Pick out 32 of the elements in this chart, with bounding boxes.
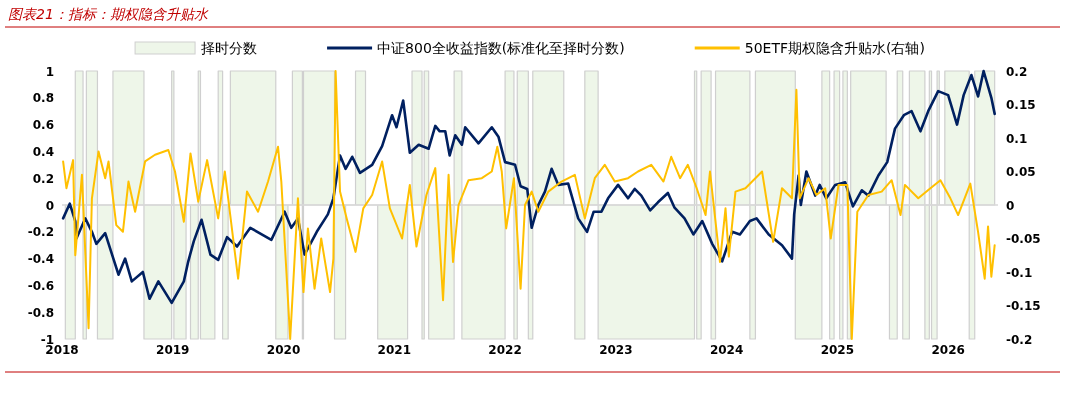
y-tick-label: 0.8 <box>32 91 54 106</box>
y2-tick-label: 0.15 <box>1006 98 1036 112</box>
y2-tick-label: -0.1 <box>1006 265 1033 280</box>
x-tick-label: 2026 <box>931 343 965 357</box>
legend-label: 50ETF期权隐含升贴水(右轴) <box>744 40 925 56</box>
y2-tick-label: -0.15 <box>1006 299 1041 313</box>
x-tick-label: 2022 <box>488 343 522 357</box>
x-tick-label: 2023 <box>599 343 633 357</box>
y2-tick-label: 0.05 <box>1006 165 1036 179</box>
x-tick-label: 2024 <box>709 343 744 357</box>
y2-tick-label: 0 <box>1006 198 1015 213</box>
y2-tick-label: -0.2 <box>1006 332 1033 347</box>
y2-tick-label: 0.1 <box>1006 131 1028 146</box>
chart-title: 图表21：指标：期权隐含升贴水 <box>8 6 209 22</box>
y-tick-label: 0.2 <box>32 171 54 186</box>
y-tick-label: 0.6 <box>32 118 54 133</box>
x-tick-label: 2020 <box>266 343 301 357</box>
y-tick-label: 0.4 <box>32 144 54 159</box>
x-tick-label: 2021 <box>377 343 412 357</box>
legend-label: 择时分数 <box>201 40 258 56</box>
y-tick-label: -0.8 <box>27 305 54 320</box>
y-tick-label: -0.4 <box>27 252 54 267</box>
y-tick-label: -0.2 <box>27 225 54 240</box>
y2-tick-label: 0.2 <box>1006 64 1028 79</box>
y2-tick-label: -0.05 <box>1006 232 1041 246</box>
x-tick-label: 2019 <box>156 343 190 357</box>
x-tick-label: 2018 <box>45 343 79 357</box>
x-tick-label: 2025 <box>820 343 855 357</box>
y-tick-label: 1 <box>45 64 54 79</box>
y-tick-label: 0 <box>45 198 54 213</box>
y-tick-label: -0.6 <box>27 278 54 293</box>
legend-label: 中证800全收益指数(标准化至择时分数) <box>377 40 625 56</box>
